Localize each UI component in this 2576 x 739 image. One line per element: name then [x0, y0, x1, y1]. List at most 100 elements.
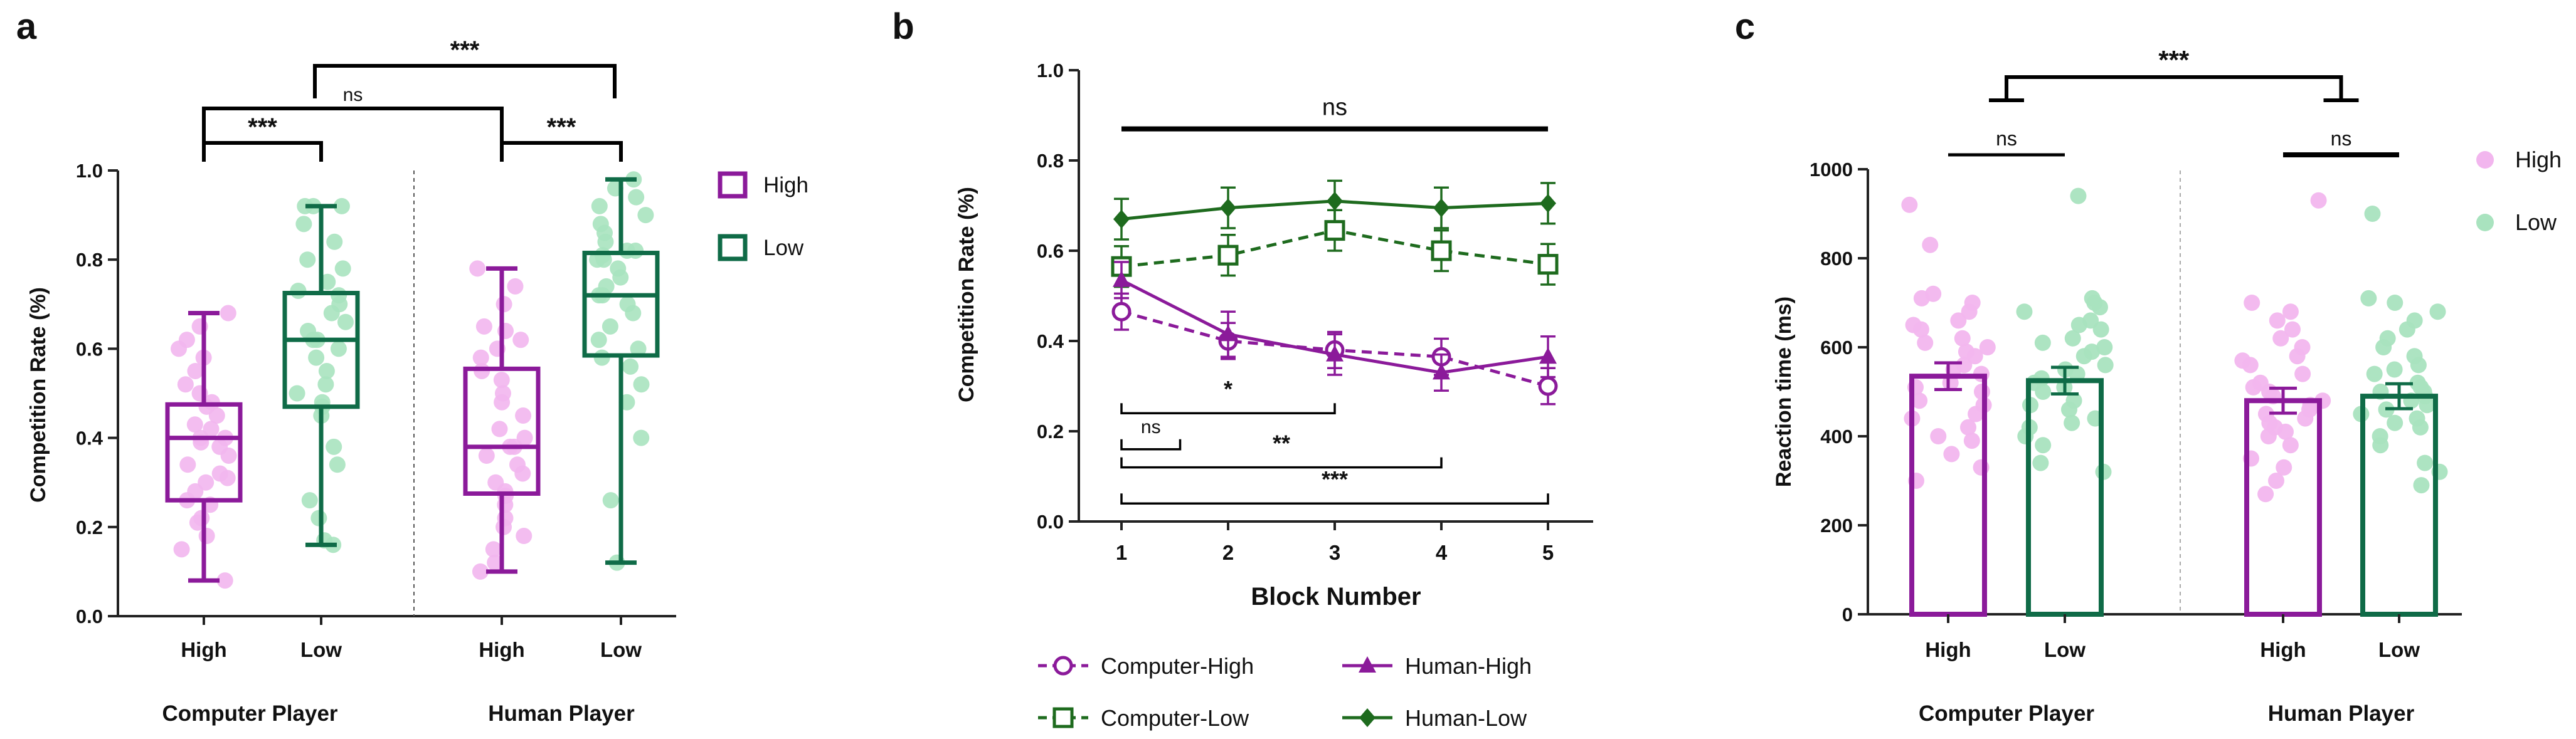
data-point: [485, 541, 502, 558]
data-point: [330, 340, 347, 357]
significance-label: *: [1224, 376, 1232, 402]
data-point: [2034, 334, 2051, 351]
data-point: [2406, 312, 2423, 329]
data-point: [1964, 295, 1981, 311]
box-computer-player-low: [282, 197, 360, 553]
significance-label: ns: [2331, 127, 2352, 150]
sig-block-1-4: **: [1120, 431, 1443, 469]
data-point: [2257, 406, 2274, 422]
data-point: [2386, 361, 2403, 378]
significance-label: ns: [1322, 95, 1347, 121]
data-point: [1979, 339, 1996, 355]
data-point: [290, 282, 307, 299]
legend-marker: [1053, 656, 1073, 676]
panel-b: b 0.0 0.2 0.4 0.6 0.8 1.0 Competition Rate (%) 1…: [892, 6, 1593, 731]
data-point: [1950, 312, 1967, 329]
data-point: [628, 189, 645, 206]
box-iqr: [282, 291, 360, 409]
group-label: Human Player: [488, 701, 635, 726]
significance-bracket: [1120, 403, 1336, 414]
sig-computer-human: ***: [1989, 45, 2359, 102]
data-point: [491, 421, 508, 438]
data-point: [2070, 187, 2087, 204]
data-point: [2366, 365, 2383, 382]
y-tick-label: 0.0: [76, 605, 103, 627]
sig-computer-high-low: ns: [1948, 127, 2065, 157]
data-point: [1219, 325, 1237, 342]
data-point: [1540, 194, 1556, 213]
sig-low-computer-human: ***: [313, 36, 617, 98]
data-point: [487, 554, 504, 571]
data-point: [2387, 295, 2404, 311]
legend-marker: [1052, 707, 1074, 728]
bar-human-player-low: [2353, 206, 2448, 617]
data-point: [2284, 321, 2301, 338]
panel-label: b: [892, 6, 914, 47]
x-tick-label: Low: [300, 638, 342, 661]
data-point: [2310, 192, 2327, 209]
data-point: [493, 372, 510, 389]
data-point: [299, 251, 316, 268]
y-tick-label: 600: [1820, 337, 1853, 359]
y-tick-label: 0.2: [1037, 421, 1064, 443]
significance-label: ***: [2158, 45, 2190, 75]
data-point: [2429, 303, 2446, 320]
data-point: [329, 456, 346, 473]
significance-bracket: [313, 64, 617, 98]
legend-marker: [1359, 656, 1376, 673]
legend-swatch-low: [718, 234, 748, 261]
y-tick-label: 1.0: [76, 160, 103, 182]
y-tick-label: 0.2: [76, 516, 103, 538]
data-point: [1954, 330, 1971, 347]
legend-label: Human-High: [1405, 653, 1532, 679]
significance-bracket: [2005, 75, 2343, 100]
legend-marker-high: [2476, 151, 2494, 169]
bar-computer-player-high: [1901, 196, 1996, 617]
data-point: [507, 278, 524, 295]
legend-label: Computer-Low: [1101, 705, 1249, 731]
group-label: Computer Player: [162, 701, 337, 726]
significance-bracket: [202, 141, 323, 162]
data-point: [326, 233, 343, 250]
sig-human-high-low: ***: [500, 113, 623, 162]
data-point: [2082, 312, 2099, 329]
data-point: [598, 278, 615, 295]
data-point: [1917, 334, 1934, 351]
data-point: [1111, 256, 1132, 277]
legend-human-high: Human-High: [1342, 653, 1532, 679]
data-point: [198, 528, 215, 545]
data-point: [1326, 345, 1344, 362]
bar-computer-player-low: [2016, 187, 2114, 617]
data-point: [1925, 285, 1942, 302]
significance-bracket: [202, 107, 504, 141]
data-point: [319, 273, 336, 290]
sig-human-high-low: ns: [2283, 127, 2399, 157]
series-computer-low: [1111, 209, 1559, 288]
data-point: [1433, 198, 1450, 218]
data-point: [211, 465, 228, 482]
data-point: [300, 322, 317, 339]
x-axis-title: Block Number: [1251, 583, 1421, 611]
data-point: [2244, 295, 2261, 311]
sig-block-1-5: ns: [1121, 95, 1548, 132]
box-iqr: [582, 251, 660, 358]
data-point: [2267, 473, 2284, 489]
y-tick-label: 0.6: [76, 338, 103, 360]
data-point: [179, 456, 196, 473]
box-human-player-high: [463, 260, 541, 580]
data-point: [1973, 384, 1990, 400]
data-point: [1901, 196, 1918, 213]
legend-label-high: High: [763, 173, 808, 197]
bar-human-player-high: [2234, 192, 2331, 617]
data-point: [334, 260, 351, 277]
data-point: [475, 318, 492, 335]
data-point: [2282, 303, 2299, 320]
legend-marker-low: [2476, 214, 2494, 231]
data-point: [1324, 220, 1345, 241]
data-point: [1911, 392, 1928, 409]
legend-swatch-high: [718, 171, 748, 199]
y-tick-label: 200: [1820, 515, 1853, 537]
sig-block-1-3: *: [1120, 376, 1336, 414]
x-tick-label: Low: [600, 638, 642, 661]
legend-computer-low: Computer-Low: [1038, 705, 1249, 731]
